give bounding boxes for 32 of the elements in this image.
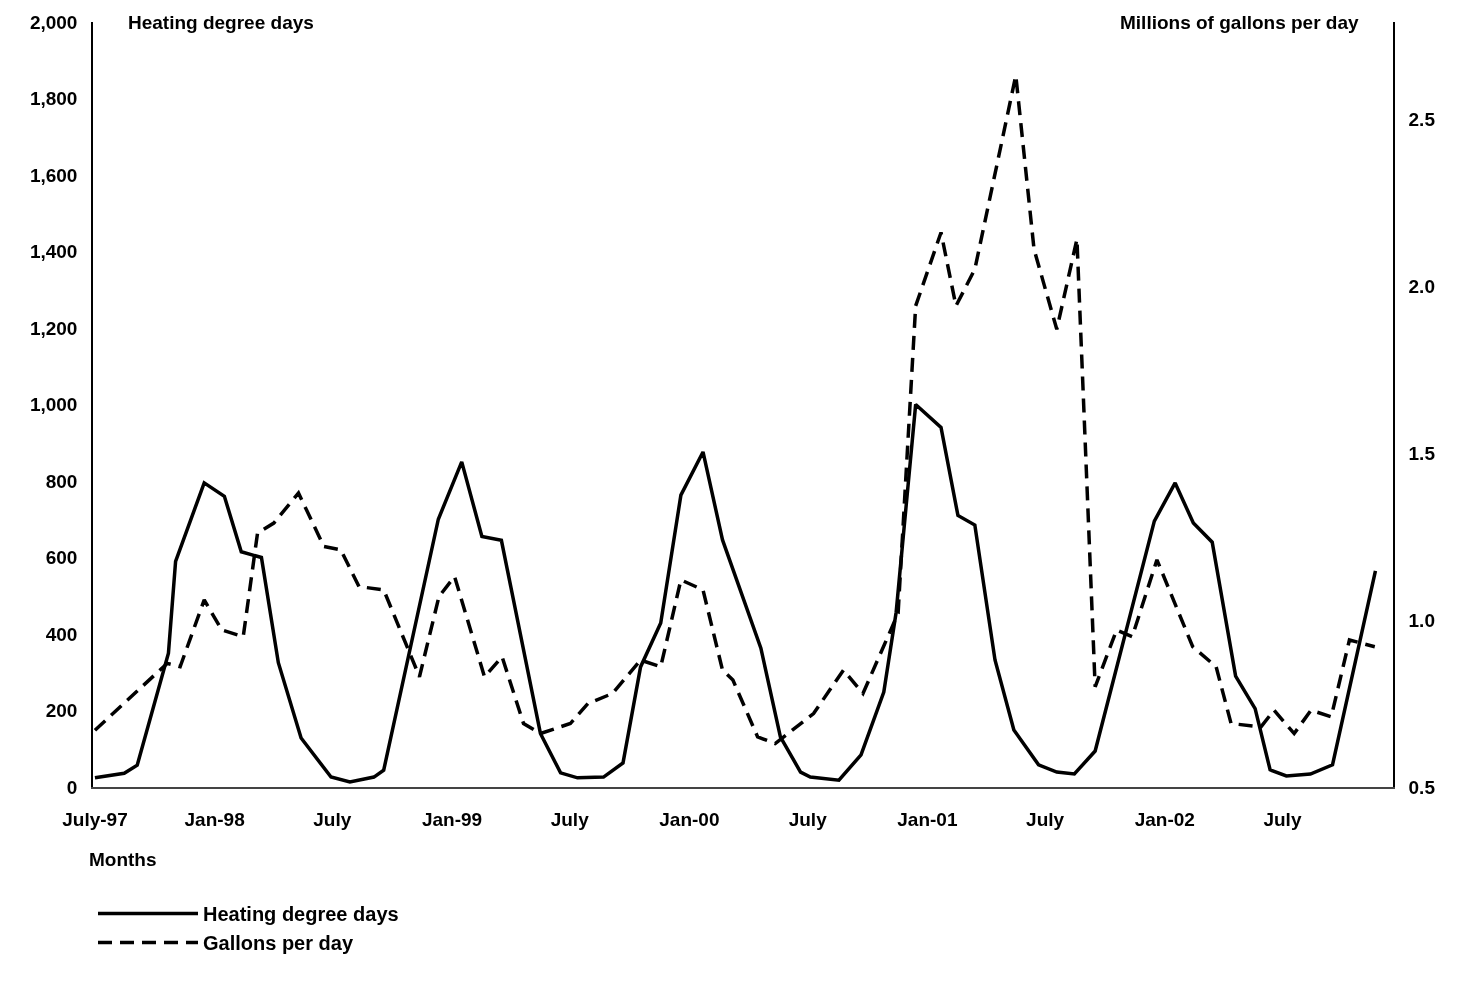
y-tick-label: 400 [45,623,78,645]
x-tick-label: July [550,808,590,830]
x-tick-label: July [1026,808,1065,830]
y-tick-label: 2,000 [29,11,78,33]
y-tick-label: 1,000 [29,394,78,416]
x-tick-label: July [313,808,352,830]
y-tick-label: 200 [45,700,78,722]
x-tick-label: July [788,808,828,830]
legend-label: Heating degree days [203,903,399,926]
y-tick-label: 1,200 [29,317,78,339]
x-tick-label: Jan-98 [184,808,245,830]
y-tick-label: 1,400 [29,241,78,263]
y-tick-label: 1,600 [29,164,78,186]
y2-tick-label: 1.5 [1408,442,1436,464]
y2-tick-label: 1.0 [1408,609,1435,631]
x-tick-label: July [1263,808,1302,830]
x-tick-label: Jan-99 [421,808,483,830]
y2-tick-label: 2.5 [1408,108,1436,130]
x-axis-title: Months [89,849,157,870]
y2-tick-label: 0.5 [1408,776,1436,798]
legend-label: Gallons per day [203,932,354,955]
y-tick-label: 1,800 [29,88,78,110]
y2-tick-label: 2.0 [1408,275,1435,297]
y-tick-label: 800 [45,470,78,492]
x-tick-label: Jan-00 [659,808,720,830]
y-tick-label: 600 [45,547,78,569]
x-tick-label: July-97 [62,808,128,830]
x-tick-label: Jan-01 [897,808,958,830]
y-axis-title: Heating degree days [128,12,314,33]
x-tick-label: Jan-02 [1134,808,1195,830]
y2-axis-title: Millions of gallons per day [1120,12,1360,33]
y-tick-label: 0 [66,776,78,798]
